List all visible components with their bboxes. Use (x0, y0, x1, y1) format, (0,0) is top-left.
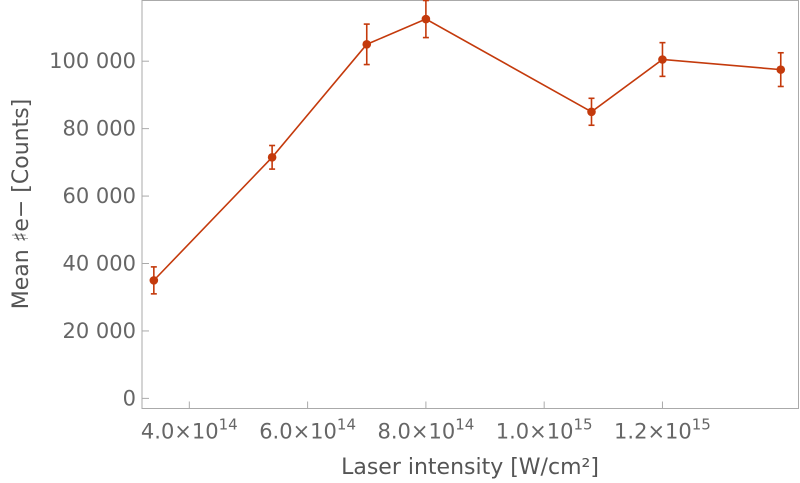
x-axis: 4.0×1014 6.0×1014 8.0×1014 1.0×1015 1.2×1015 (141, 401, 711, 444)
data-point (362, 40, 372, 49)
y-tick-label: 0 (123, 386, 136, 410)
y-axis: 0 20 000 40 000 60 000 80 000 100 000 (49, 49, 149, 410)
x-tick-label-exponent: 14 (337, 416, 356, 434)
x-tick-label: 6.0×1014 (259, 416, 356, 444)
x-tick-label-exponent: 15 (573, 416, 592, 434)
series-line (153, 18, 781, 281)
x-tick-label: 8.0×1014 (377, 416, 474, 444)
y-tick-label: 40 000 (63, 252, 136, 276)
y-tick-label: 20 000 (63, 319, 136, 343)
x-tick-label: 4.0×1014 (141, 416, 238, 444)
plot-frame (141, 0, 799, 409)
x-tick-label-exponent: 15 (692, 416, 711, 434)
y-tick-label: 60 000 (63, 184, 136, 208)
x-tick-label-base: 4.0×10 (141, 420, 219, 444)
x-tick-label-exponent: 14 (219, 416, 238, 434)
data-point (149, 276, 159, 285)
y-tick-label: 80 000 (63, 117, 136, 141)
x-tick-label-base: 1.2×10 (614, 420, 692, 444)
x-tick-label-exponent: 14 (455, 416, 474, 434)
y-axis-label: Mean ♯e− [Counts] (9, 99, 34, 310)
data-point (587, 107, 596, 117)
x-tick-label-base: 1.0×10 (496, 420, 574, 444)
data-point (267, 152, 277, 162)
data-point (658, 55, 667, 64)
x-axis-label: Laser intensity [W/cm²] (341, 455, 599, 480)
x-tick-label: 1.2×1015 (614, 416, 711, 444)
series-layer (149, 0, 786, 295)
x-tick-label-base: 8.0×10 (377, 420, 455, 444)
x-tick-label: 1.0×1015 (496, 416, 593, 444)
x-tick-label-base: 6.0×10 (259, 420, 337, 444)
y-tick-label: 100 000 (49, 49, 136, 73)
data-point (421, 14, 431, 24)
data-point (776, 65, 786, 74)
